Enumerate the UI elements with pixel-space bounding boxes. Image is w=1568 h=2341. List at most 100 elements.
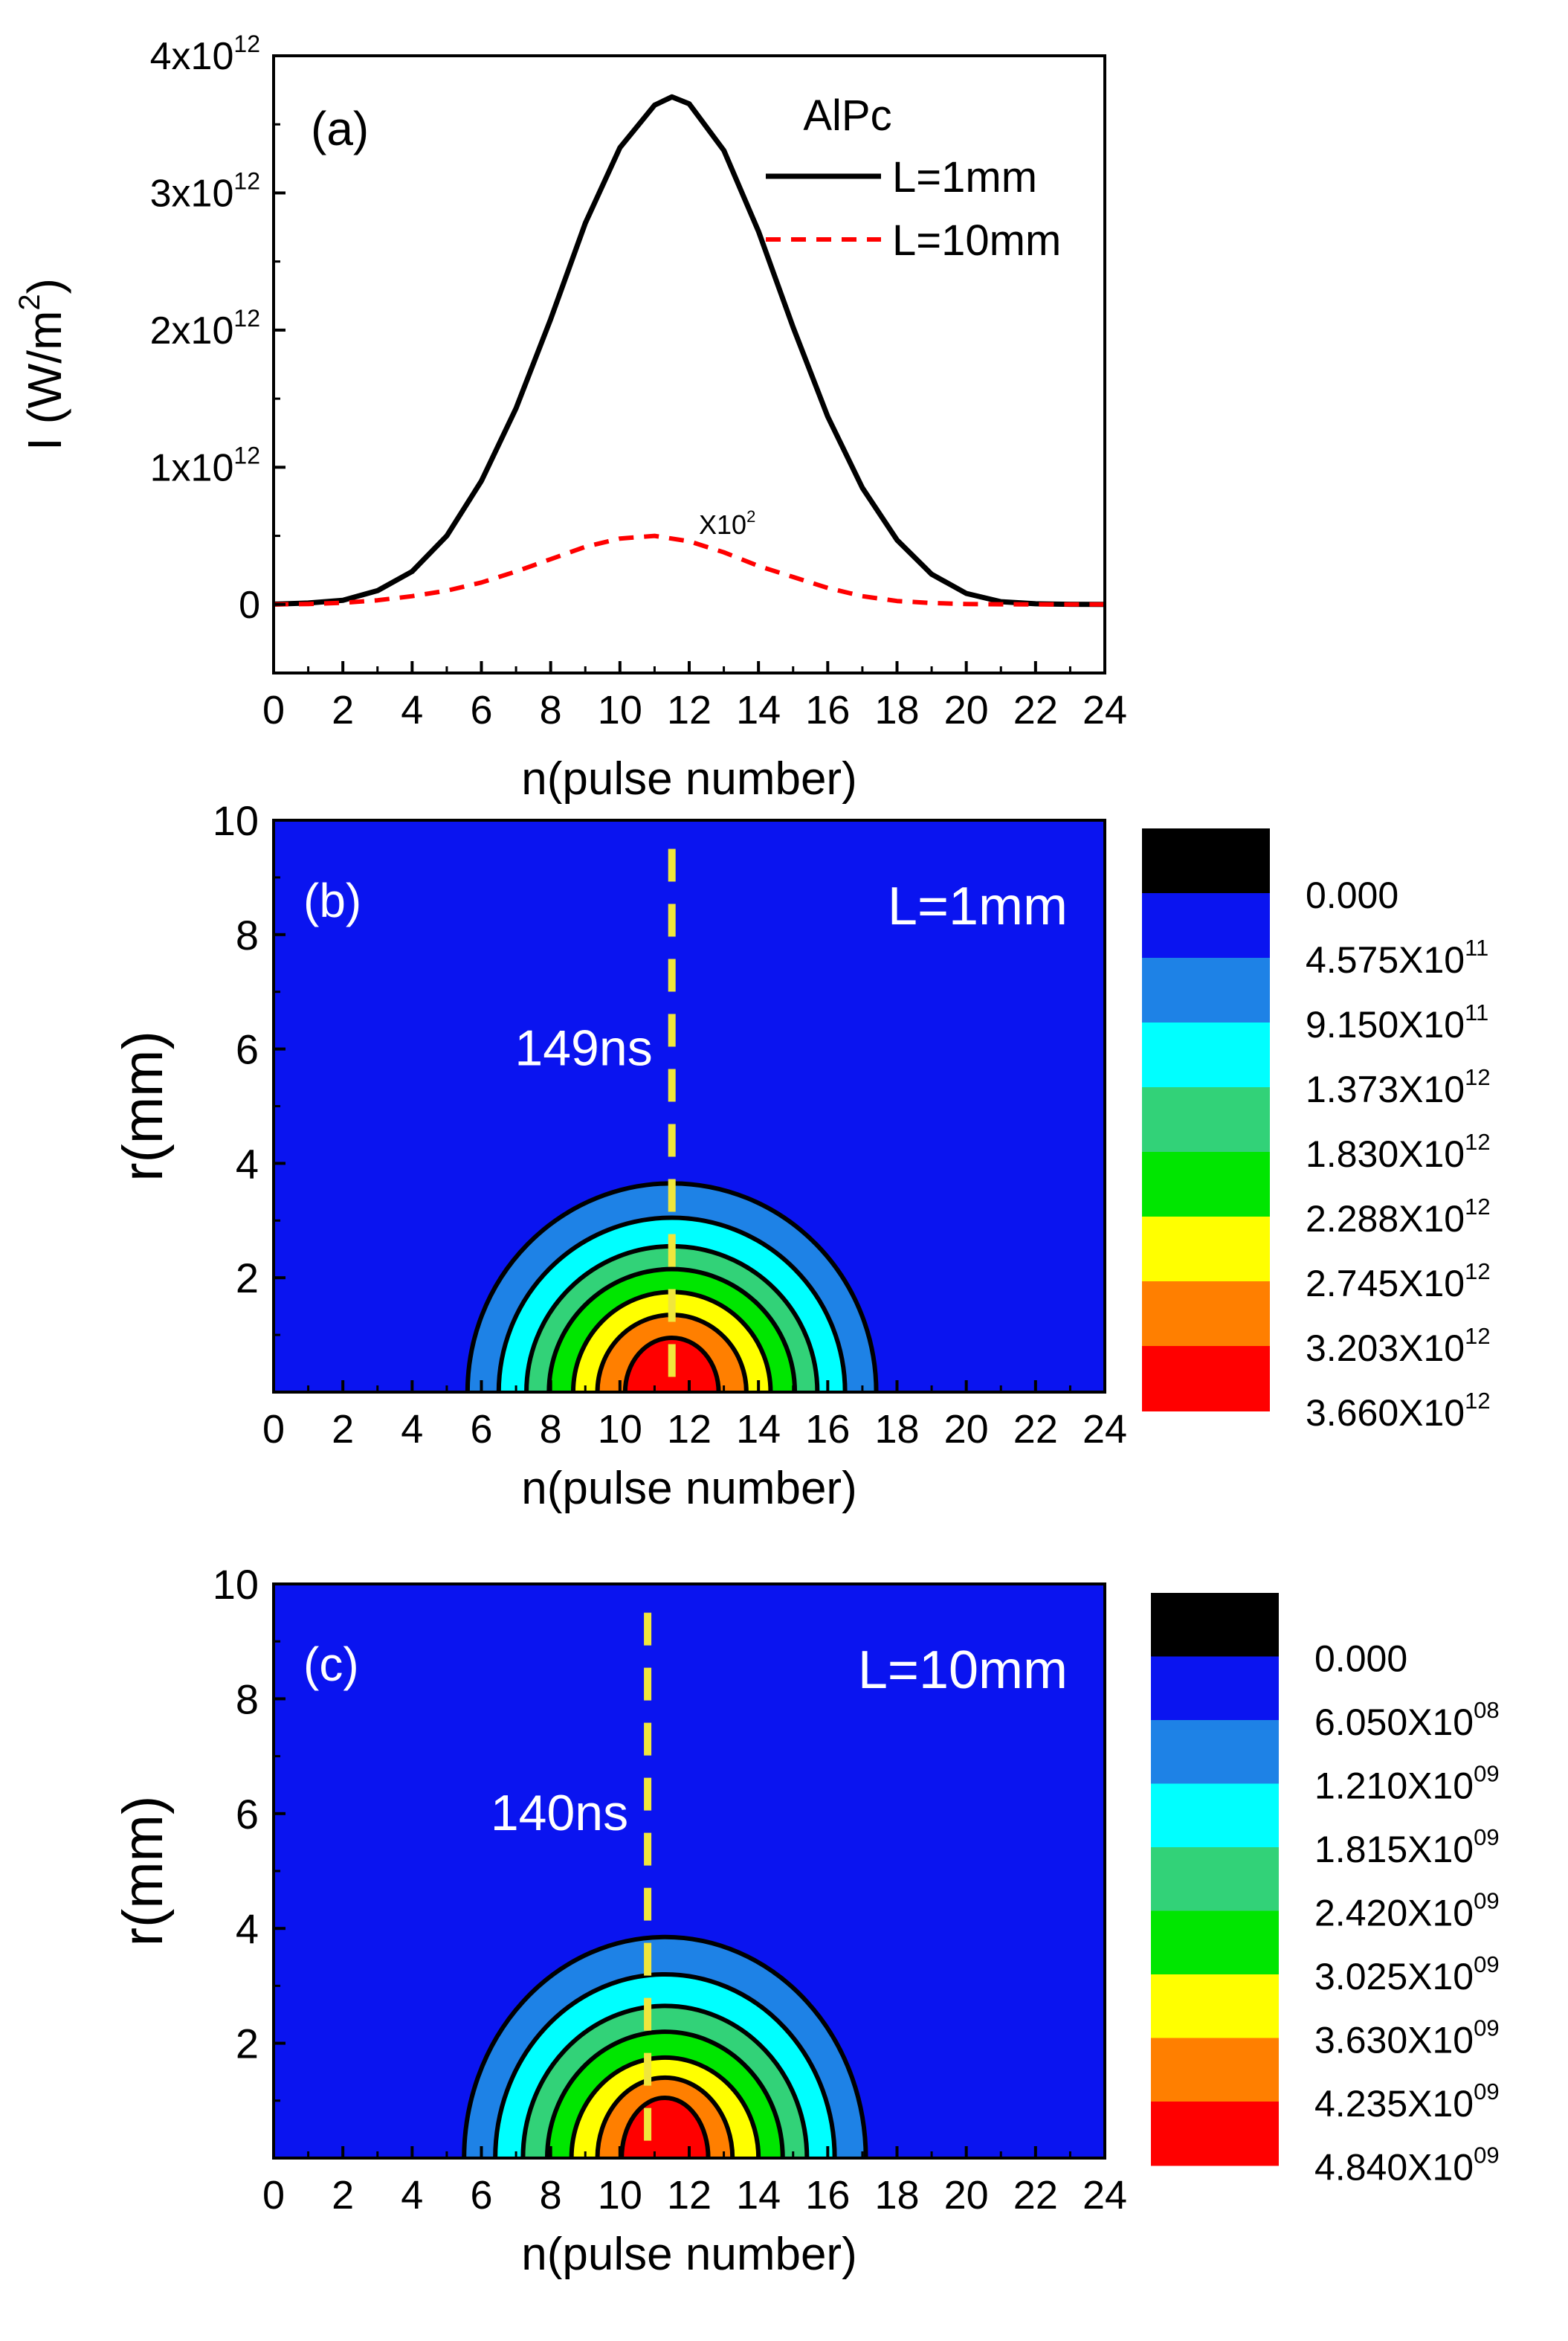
panel-condition-label-b: L=1mm <box>888 877 1068 936</box>
x-tick-label: 0 <box>262 2173 285 2218</box>
colorbar-swatch <box>1151 1847 1279 1912</box>
colorbar-swatch <box>1142 1281 1270 1347</box>
x-tick-label: 16 <box>805 2173 850 2218</box>
y-tick-label: 1x1012 <box>150 442 260 489</box>
x-tick-label: 18 <box>874 1407 919 1452</box>
x-tick-label: 12 <box>667 1407 712 1452</box>
colorbar-label: 1.830X1012 <box>1306 1129 1491 1175</box>
colorbar-label: 6.050X1008 <box>1314 1697 1500 1743</box>
contour-group-c <box>274 1584 1105 2158</box>
colorbar-swatch <box>1142 1152 1270 1217</box>
panel-label-a: (a) <box>311 102 369 155</box>
colorbar-label: 4.840X1009 <box>1314 2142 1500 2189</box>
colorbar-swatch <box>1151 2102 1279 2166</box>
x-tick-label: 8 <box>540 688 562 732</box>
colorbar-swatch <box>1151 1656 1279 1721</box>
x-tick-label: 22 <box>1013 688 1058 732</box>
colorbar-swatch <box>1151 1783 1279 1848</box>
y-axis-label-c: r(mm) <box>112 1796 175 1947</box>
x-tick-label: 18 <box>874 2173 919 2218</box>
x-tick-label: 0 <box>262 1407 285 1452</box>
colorbar-swatch <box>1151 1720 1279 1785</box>
x-tick-label: 14 <box>736 2173 781 2218</box>
y-tick-label: 4 <box>236 1905 259 1952</box>
x-tick-label: 2 <box>332 2173 354 2218</box>
x-axis-label-c: n(pulse number) <box>521 2229 856 2280</box>
colorbar-swatch <box>1151 2038 1279 2102</box>
colorbar-label: 2.288X1012 <box>1306 1194 1491 1240</box>
x-tick-label: 14 <box>736 1407 781 1452</box>
x-tick-label: 16 <box>805 1407 850 1452</box>
y-axis-label-b: r(mm) <box>112 1031 175 1182</box>
colorbar-label: 1.210X1009 <box>1314 1761 1500 1807</box>
x-tick-label: 24 <box>1083 1407 1127 1452</box>
y-tick-label: 6 <box>236 1026 259 1073</box>
y-tick-label: 6 <box>236 1791 259 1838</box>
x-tick-label: 2 <box>332 1407 354 1452</box>
panel-condition-label-c: L=10mm <box>858 1640 1068 1700</box>
series-line-l1mm <box>273 94 1106 608</box>
x-tick-label: 8 <box>540 2173 562 2218</box>
colorbar-swatch <box>1142 893 1270 959</box>
colorbar-label: 4.575X1011 <box>1306 935 1488 981</box>
legend-label-l1mm: L=1mm <box>892 153 1037 202</box>
colorbar-swatch <box>1142 828 1270 894</box>
x-tick-label: 22 <box>1013 1407 1058 1452</box>
x-tick-label: 18 <box>874 688 919 732</box>
y-tick-label: 2 <box>236 2020 259 2067</box>
colorbar-label: 2.745X1012 <box>1306 1258 1491 1304</box>
colorbar-swatch <box>1142 958 1270 1023</box>
x-axis-label-b: n(pulse number) <box>521 1463 856 1514</box>
x-tick-label: 12 <box>667 2173 712 2218</box>
y-tick-label: 4 <box>236 1140 259 1187</box>
x-tick-label: 20 <box>944 2173 989 2218</box>
y-axis-label-a: I (W/m2) <box>13 278 71 451</box>
colorbar-swatch <box>1142 1346 1270 1411</box>
x-tick-label: 12 <box>667 688 712 732</box>
x-tick-label: 24 <box>1083 688 1127 732</box>
x-tick-label: 4 <box>401 1407 423 1452</box>
colorbar-label: 2.420X1009 <box>1314 1888 1500 1934</box>
colorbar-swatch <box>1151 1974 1279 2039</box>
panel-label-c: (c) <box>303 1638 359 1691</box>
x-tick-label: 6 <box>470 688 492 732</box>
colorbar-label: 4.235X1009 <box>1314 2078 1500 2125</box>
y-tick-label: 10 <box>213 1561 259 1608</box>
colorbar-label: 3.025X1009 <box>1314 1951 1500 1997</box>
x-axis-label-a: n(pulse number) <box>521 753 856 805</box>
y-tick-label: 10 <box>213 797 259 844</box>
colorbar-swatch <box>1142 1217 1270 1282</box>
x-tick-label: 20 <box>944 688 989 732</box>
colorbar-swatch <box>1142 1023 1270 1088</box>
time-marker-label: 140ns <box>491 1785 628 1841</box>
colorbar-label: 1.373X1012 <box>1306 1064 1491 1110</box>
y-tick-label: 2 <box>236 1255 259 1301</box>
colorbar-label: 3.630X1009 <box>1314 2015 1500 2061</box>
colorbar-label: 9.150X1011 <box>1306 999 1488 1046</box>
y-tick-label: 8 <box>236 1675 259 1722</box>
x-tick-label: 6 <box>470 1407 492 1452</box>
colorbar-label: 3.660X1012 <box>1306 1388 1491 1434</box>
colorbar-swatch <box>1151 1593 1279 1658</box>
y-tick-label: 4x1012 <box>150 30 260 78</box>
x-tick-label: 16 <box>805 688 850 732</box>
x-tick-label: 24 <box>1083 2173 1127 2218</box>
colorbar-swatch <box>1151 1910 1279 1975</box>
x-tick-label: 4 <box>401 2173 423 2218</box>
x-tick-label: 22 <box>1013 2173 1058 2218</box>
x-tick-label: 10 <box>598 1407 642 1452</box>
series-line-l10mm <box>273 533 1105 607</box>
x-tick-label: 14 <box>736 688 781 732</box>
y-tick-label: 8 <box>236 912 259 959</box>
colorbar-label: 1.815X1009 <box>1314 1824 1500 1870</box>
x-tick-label: 4 <box>401 688 423 732</box>
legend-label-l10mm: L=10mm <box>892 216 1061 265</box>
x-tick-label: 20 <box>944 1407 989 1452</box>
panel-label-b: (b) <box>303 874 361 927</box>
x-tick-label: 6 <box>470 2173 492 2218</box>
y-tick-label: 3x1012 <box>150 167 260 215</box>
colorbar-label: 0.000 <box>1314 1638 1407 1680</box>
x-tick-label: 0 <box>262 688 285 732</box>
x-tick-label: 2 <box>332 688 354 732</box>
